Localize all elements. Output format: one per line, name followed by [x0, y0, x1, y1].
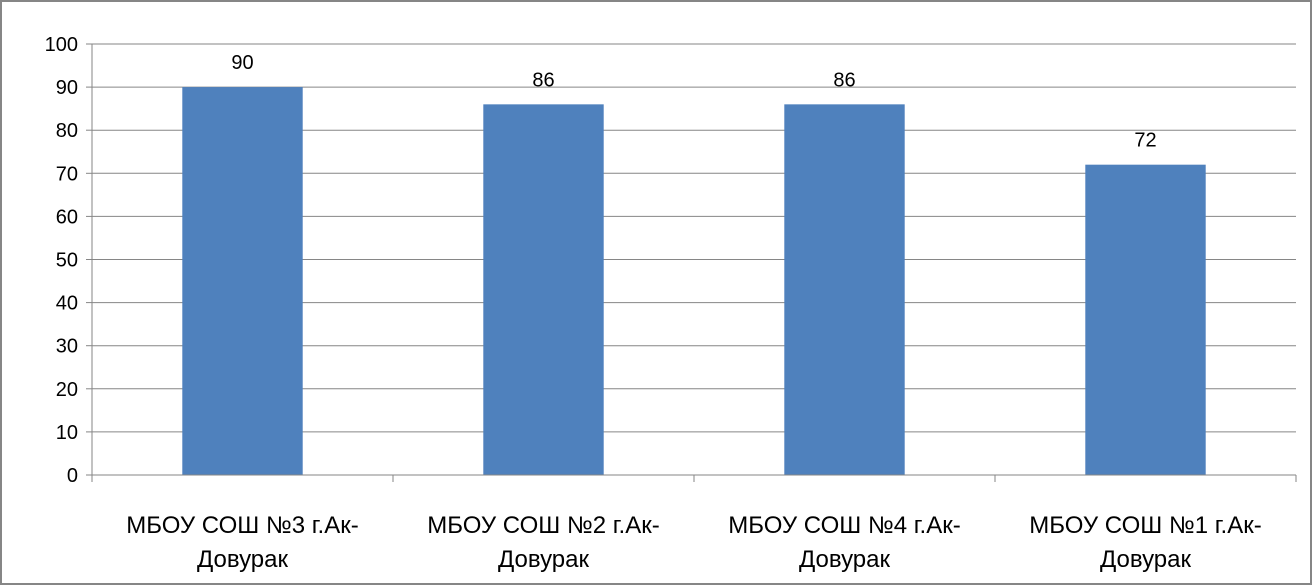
- y-tick-label: 90: [56, 77, 78, 99]
- category-label-4-line-1: МБОУ СОШ №1 г.Ак-: [1029, 512, 1261, 539]
- x-category-labels: МБОУ СОШ №3 г.Ак- Довурак МБОУ СОШ №2 г.Ак…: [126, 512, 1261, 573]
- data-label-4: 72: [1134, 130, 1156, 152]
- y-tick-label: 20: [56, 379, 78, 401]
- y-tick-label: 40: [56, 293, 78, 315]
- y-tick-label: 0: [67, 465, 78, 487]
- y-tick-labels: 0 10 20 30 40 50 60 70 80 90 100: [45, 34, 78, 487]
- y-tick-label: 10: [56, 422, 78, 444]
- y-tick-label: 80: [56, 120, 78, 142]
- category-label-1-line-2: Довурак: [197, 546, 289, 573]
- y-tick-label: 30: [56, 336, 78, 358]
- y-tick-label: 60: [56, 206, 78, 228]
- category-label-2-line-2: Довурак: [498, 546, 590, 573]
- category-label-3-line-1: МБОУ СОШ №4 г.Ак-: [728, 512, 960, 539]
- y-tick-label: 100: [45, 34, 78, 56]
- data-label-3: 86: [833, 69, 855, 91]
- data-label-1: 90: [231, 52, 253, 74]
- y-tick-label: 50: [56, 250, 78, 272]
- bar-2: [483, 104, 604, 475]
- bar-4: [1085, 164, 1206, 475]
- bars: [182, 87, 1206, 475]
- data-label-2: 86: [532, 69, 554, 91]
- axes: [86, 43, 1297, 482]
- y-tick-label: 70: [56, 163, 78, 185]
- data-labels: 90 86 86 72: [231, 52, 1156, 152]
- bar-1: [182, 87, 303, 475]
- bar-3: [784, 104, 905, 475]
- category-label-2-line-1: МБОУ СОШ №2 г.Ак-: [427, 512, 659, 539]
- category-label-4-line-2: Довурак: [1100, 546, 1192, 573]
- category-label-1-line-1: МБОУ СОШ №3 г.Ак-: [126, 512, 358, 539]
- category-label-3-line-2: Довурак: [799, 546, 891, 573]
